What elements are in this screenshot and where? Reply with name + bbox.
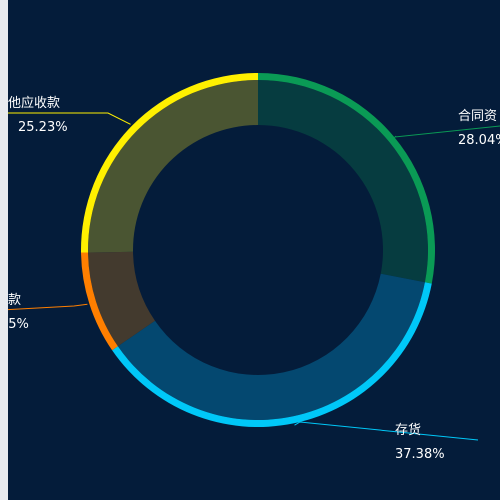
slice-percent: 28.04% [458,133,500,148]
slice-label: 款 [8,293,21,308]
slice-percent: 35% [8,317,29,332]
leader-line [8,112,131,125]
donut-slice [117,273,425,420]
donut-chart: 合同资 28.04% 存货 37.38% 款 35% 他应收款 25.23% [8,73,500,462]
slice-percent: 37.38% [395,447,445,462]
donut-slice [88,80,258,253]
leader-line [8,303,88,311]
leader-line [393,125,500,138]
donut-slice [88,251,155,347]
donut-slice [258,80,428,283]
donut-ring-band [81,252,118,351]
slice-percent: 25.23% [18,120,68,135]
chart-panel: 合同资 28.04% 存货 37.38% 款 35% 他应收款 25.23% [8,0,500,500]
leader-line [294,421,479,441]
slice-label: 合同资 [458,109,497,124]
slice-label: 存货 [395,422,421,438]
slice-label: 他应收款 [8,95,60,111]
